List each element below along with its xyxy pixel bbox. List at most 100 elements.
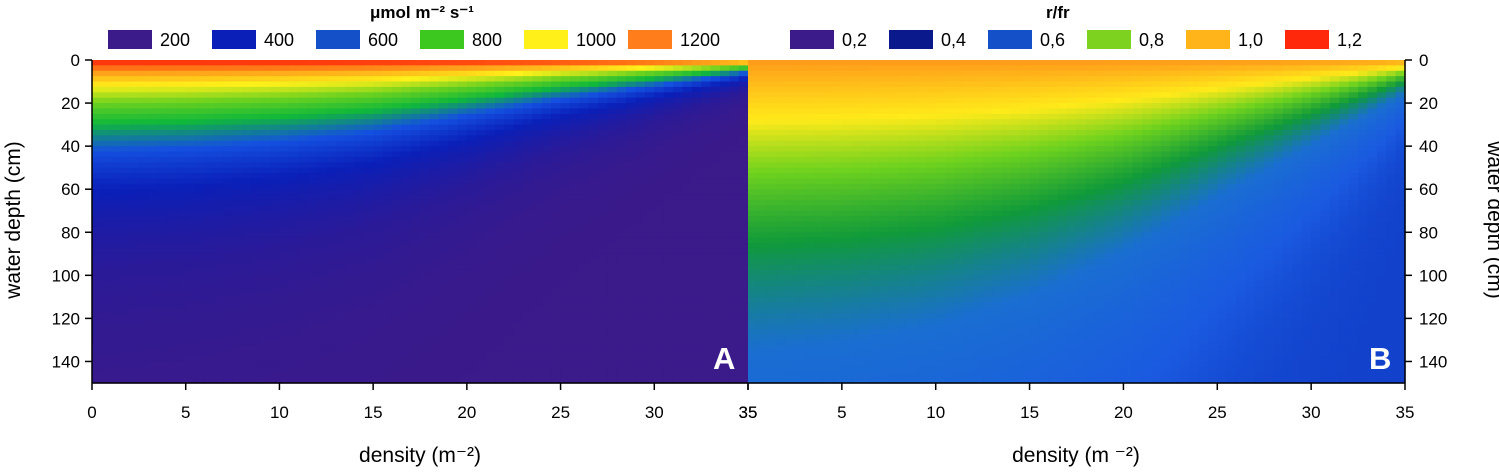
heatmap-cell: [729, 339, 740, 346]
heatmap-cell: [823, 237, 834, 244]
heatmap-cell: [841, 92, 852, 99]
heatmap-cell: [129, 135, 140, 142]
heatmap-cell: [776, 323, 787, 330]
heatmap-cell: [410, 103, 421, 110]
heatmap-cell: [345, 221, 355, 228]
heatmap-cell: [391, 366, 402, 373]
heatmap-cell: [232, 248, 243, 255]
heatmap-cell: [129, 173, 140, 180]
heatmap-cell: [420, 313, 430, 319]
heatmap-cell: [457, 103, 468, 110]
heatmap-cell: [420, 199, 430, 206]
heatmap-cell: [251, 199, 262, 206]
heatmap-cell: [110, 313, 121, 319]
heatmap-cell: [251, 221, 262, 228]
heatmap-cell: [429, 366, 440, 373]
heatmap-cell: [326, 65, 337, 72]
heatmap-cell: [532, 286, 543, 293]
heatmap-cell: [92, 350, 102, 357]
heatmap-cell: [682, 92, 693, 99]
heatmap-cell: [270, 81, 281, 88]
heatmap-cell: [241, 221, 252, 228]
heatmap-cell: [363, 221, 374, 228]
heatmap-cell: [710, 350, 721, 357]
heatmap-cell: [466, 173, 477, 180]
heatmap-cell: [813, 243, 824, 250]
heatmap-cell: [279, 146, 290, 153]
heatmap-cell: [195, 313, 206, 319]
heatmap-cell: [485, 264, 496, 271]
heatmap-cell: [410, 243, 421, 250]
heatmap-cell: [729, 366, 740, 373]
heatmap-cell: [841, 183, 852, 190]
heatmap-cell: [748, 253, 758, 260]
heatmap-cell: [485, 119, 496, 126]
heatmap-cell: [176, 178, 187, 185]
heatmap-cell: [101, 243, 112, 250]
heatmap-cell: [401, 377, 412, 384]
heatmap-cell: [663, 296, 674, 303]
heatmap-cell: [710, 361, 721, 368]
heatmap-cell: [307, 60, 318, 66]
heatmap-cell: [92, 264, 102, 271]
heatmap-cell: [823, 146, 834, 153]
heatmap-cell: [776, 70, 787, 77]
heatmap-cell: [101, 205, 112, 212]
heatmap-cell: [176, 269, 187, 276]
heatmap-cell: [213, 173, 224, 180]
heatmap-cell: [748, 329, 758, 336]
heatmap-cell: [644, 113, 655, 120]
heatmap-cell: [541, 76, 552, 83]
heatmap-cell: [607, 103, 618, 110]
heatmap-cell: [195, 97, 206, 104]
heatmap-cell: [494, 366, 505, 373]
heatmap-cell: [682, 253, 693, 260]
heatmap-cell: [354, 345, 365, 352]
heatmap-cell: [541, 97, 552, 104]
heatmap-cell: [420, 162, 430, 169]
heatmap-cell: [794, 86, 805, 93]
heatmap-cell: [401, 162, 412, 169]
heatmap-cell: [719, 76, 730, 83]
heatmap-cell: [729, 350, 740, 357]
heatmap-cell: [644, 146, 655, 153]
heatmap-cell: [429, 151, 440, 158]
heatmap-cell: [729, 226, 740, 233]
heatmap-cell: [401, 92, 412, 99]
heatmap-cell: [307, 372, 318, 379]
heatmap-cell: [288, 140, 299, 147]
heatmap-cell: [457, 350, 468, 357]
heatmap-cell: [382, 232, 393, 239]
heatmap-cell: [738, 156, 749, 163]
heatmap-cell: [185, 226, 196, 233]
heatmap-cell: [288, 103, 299, 110]
heatmap-cell: [766, 345, 777, 352]
heatmap-cell: [232, 210, 243, 217]
heatmap-cell: [485, 162, 496, 169]
heatmap-cell: [241, 232, 252, 239]
y-tick-label: 20: [61, 94, 80, 113]
heatmap-cell: [766, 178, 777, 185]
heatmap-cell: [401, 302, 412, 309]
heatmap-cell: [776, 264, 787, 271]
heatmap-cell: [766, 76, 777, 83]
heatmap-cell: [316, 232, 327, 239]
heatmap-cell: [316, 108, 327, 115]
heatmap-cell: [298, 329, 309, 336]
heatmap-cell: [841, 108, 852, 115]
heatmap-cell: [616, 259, 627, 266]
heatmap-cell: [813, 205, 824, 212]
heatmap-cell: [598, 76, 609, 83]
heatmap-cell: [663, 323, 674, 330]
heatmap-cell: [288, 81, 299, 88]
heatmap-cell: [148, 269, 159, 276]
heatmap-cell: [532, 361, 543, 368]
heatmap-cell: [813, 124, 824, 131]
heatmap-cell: [213, 307, 224, 314]
heatmap-cell: [532, 366, 543, 373]
heatmap-cell: [813, 329, 824, 336]
heatmap-cell: [345, 226, 355, 233]
heatmap-cell: [457, 178, 468, 185]
heatmap-cell: [157, 350, 168, 357]
heatmap-cell: [298, 323, 309, 330]
